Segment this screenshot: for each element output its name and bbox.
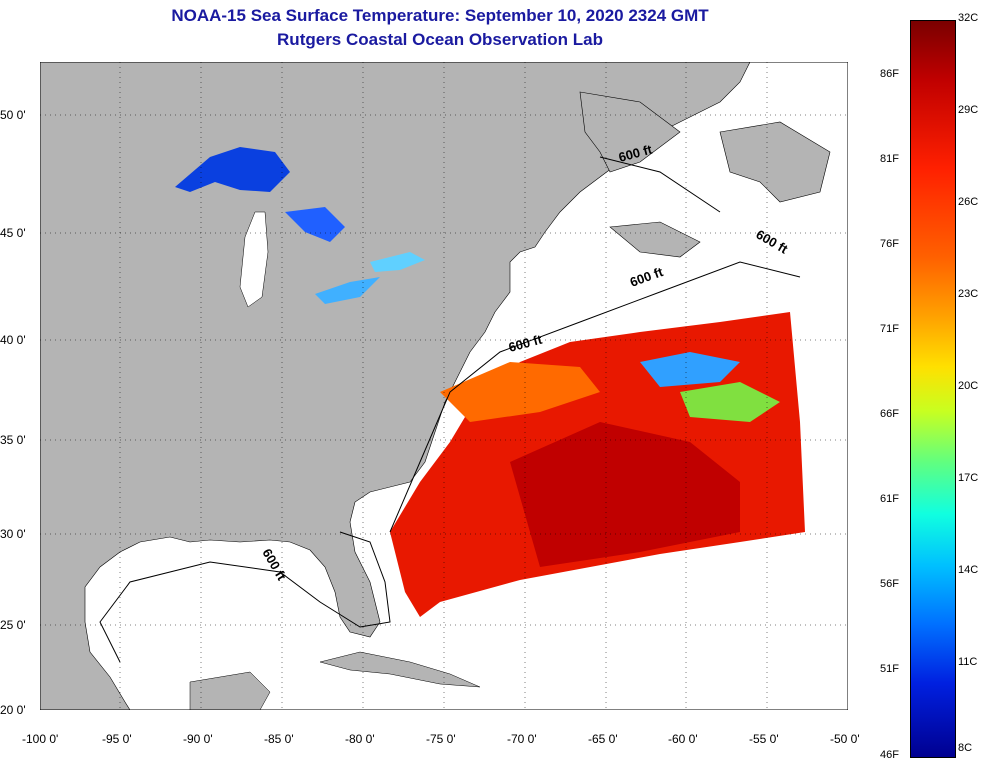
colorbar-celsius-label: 20C <box>958 380 979 392</box>
x-tick-label: -75 0' <box>426 732 456 746</box>
y-tick-label: 45 0' <box>0 226 26 240</box>
colorbar-celsius-label: 17C <box>958 472 979 484</box>
y-tick-label: 50 0' <box>0 108 26 122</box>
colorbar-fahrenheit-label: 86F <box>880 68 899 80</box>
sst-swath-orange <box>440 362 600 422</box>
graticule <box>40 62 848 710</box>
x-tick-label: -95 0' <box>102 732 132 746</box>
colorbar-celsius-label: 14C <box>958 564 979 576</box>
colorbar-fahrenheit-label: 81F <box>880 153 899 165</box>
x-tick-label: -100 0' <box>22 732 59 746</box>
x-tick-label: -55 0' <box>749 732 779 746</box>
colorbar-celsius-label: 11C <box>958 656 978 668</box>
y-tick-label: 40 0' <box>0 333 26 347</box>
map-title: NOAA-15 Sea Surface Temperature: Septemb… <box>171 6 709 25</box>
colorbar-celsius-label: 32C <box>958 12 979 24</box>
y-tick-label: 35 0' <box>0 433 26 447</box>
lake-ontario <box>370 252 425 272</box>
colorbar-fahrenheit-label: 51F <box>880 663 899 675</box>
colorbar-celsius-label: 29C <box>958 104 979 116</box>
map-subtitle: Rutgers Coastal Ocean Observation Lab <box>277 30 603 49</box>
lake-erie <box>315 277 380 304</box>
x-tick-label: -85 0' <box>264 732 294 746</box>
colorbar-fahrenheit-label: 76F <box>880 238 899 250</box>
colorbar-fahrenheit-label: 46F <box>880 749 899 761</box>
colorbar-fahrenheit-label: 71F <box>880 323 899 335</box>
colorbar-celsius-label: 8C <box>958 742 973 754</box>
colorbar-fahrenheit-label: 66F <box>880 408 899 420</box>
y-tick-label: 20 0' <box>0 703 26 717</box>
sst-swath-cool <box>640 352 740 387</box>
depth-contour-600ft <box>99 156 801 663</box>
y-tick-label: 30 0' <box>0 527 26 541</box>
colorbar-celsius-label: 23C <box>958 288 979 300</box>
x-tick-label: -70 0' <box>507 732 537 746</box>
colorbar-fahrenheit-label: 61F <box>880 493 899 505</box>
land-atlantic-canada <box>579 91 831 258</box>
x-tick-label: -65 0' <box>588 732 618 746</box>
sst-swath-hot <box>510 422 740 567</box>
land-cuba <box>319 651 481 688</box>
sst-swath-green <box>680 382 780 422</box>
x-tick-label: -80 0' <box>345 732 375 746</box>
colorbar-celsius-label: 26C <box>958 196 979 208</box>
x-tick-label: -50 0' <box>830 732 860 746</box>
colorbar-fahrenheit-label: 56F <box>880 578 899 590</box>
land-yucatan <box>189 671 271 710</box>
x-tick-label: -60 0' <box>668 732 698 746</box>
x-tick-label: -90 0' <box>183 732 213 746</box>
lake-superior <box>175 147 290 192</box>
lake-michigan <box>239 211 269 308</box>
temperature-colorbar <box>910 20 956 758</box>
y-tick-label: 25 0' <box>0 618 26 632</box>
sst-map: 600 ft 600 ft 600 ft 600 ft 600 ft <box>40 62 848 710</box>
